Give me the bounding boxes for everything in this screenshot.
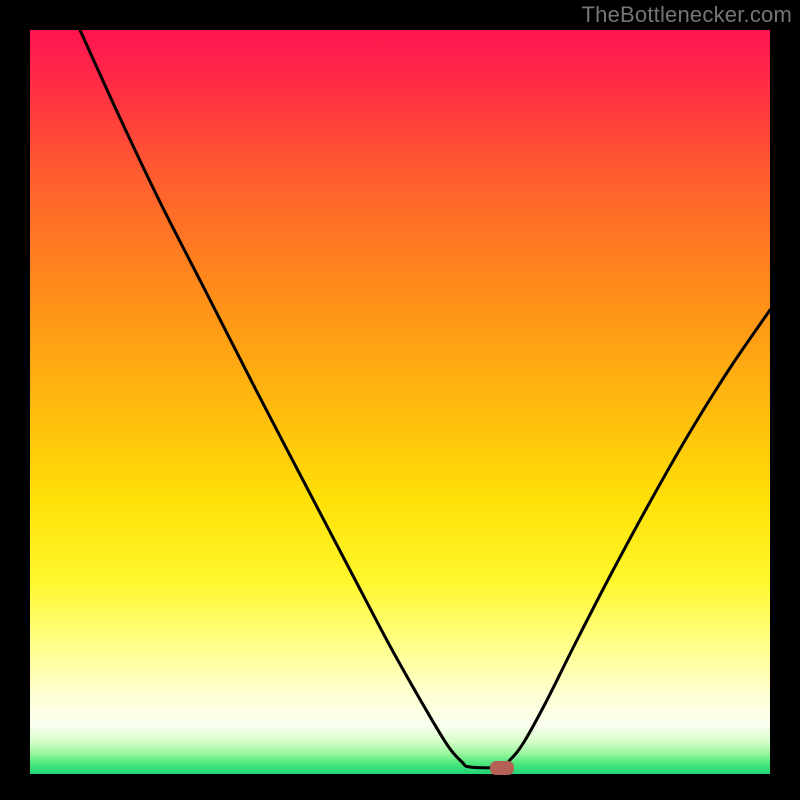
optimal-marker <box>490 761 514 775</box>
watermark-text: TheBottlenecker.com <box>582 2 792 28</box>
chart-stage: TheBottlenecker.com <box>0 0 800 800</box>
plot-area <box>30 30 770 774</box>
bottleneck-curve <box>30 30 770 774</box>
